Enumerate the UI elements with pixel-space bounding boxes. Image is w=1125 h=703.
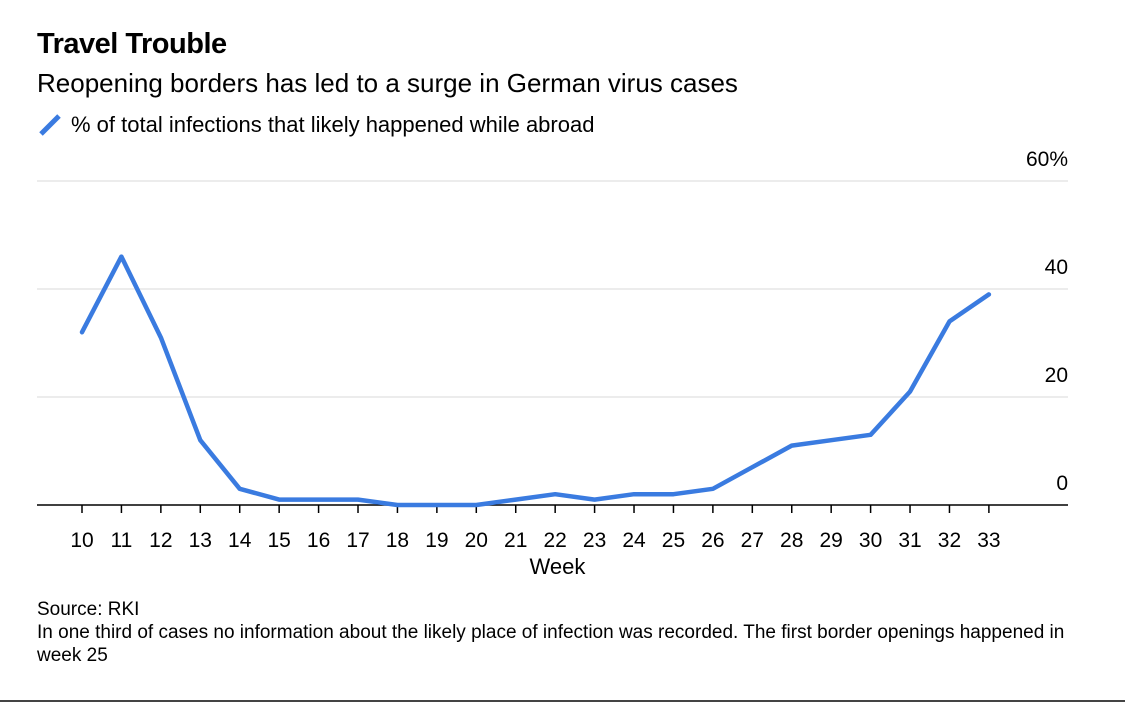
x-tick-label-13: 13: [189, 529, 212, 552]
x-tick-label-24: 24: [622, 529, 646, 552]
x-tick-label-30: 30: [859, 529, 882, 552]
x-tick-label-26: 26: [701, 529, 724, 552]
x-tick-label-14: 14: [228, 529, 252, 552]
x-tick-label-25: 25: [662, 529, 685, 552]
x-tick-label-29: 29: [819, 529, 842, 552]
x-tick-label-22: 22: [543, 529, 566, 552]
x-tick-label-32: 32: [938, 529, 961, 552]
x-tick-label-28: 28: [780, 529, 803, 552]
x-tick-label-16: 16: [307, 529, 330, 552]
y-tick-label-0: 0: [1056, 472, 1068, 495]
x-axis-title: Week: [530, 554, 587, 579]
bottom-rule: [0, 700, 1125, 702]
x-tick-label-12: 12: [149, 529, 172, 552]
x-tick-label-20: 20: [465, 529, 488, 552]
x-tick-label-21: 21: [504, 529, 527, 552]
x-tick-label-17: 17: [346, 529, 369, 552]
x-tick-label-11: 11: [111, 529, 133, 552]
x-tick-label-15: 15: [267, 529, 290, 552]
footnote: In one third of cases no information abo…: [37, 622, 1065, 666]
x-tick-label-31: 31: [898, 529, 921, 552]
x-tick-label-33: 33: [977, 529, 1000, 552]
chart-subtitle: Reopening borders has led to a surge in …: [37, 68, 738, 98]
x-tick-label-23: 23: [583, 529, 606, 552]
x-tick-label-18: 18: [386, 529, 409, 552]
legend-label: % of total infections that likely happen…: [71, 112, 595, 137]
chart-footer: Source: RKI In one third of cases no inf…: [37, 598, 1077, 667]
x-tick-label-27: 27: [741, 529, 764, 552]
y-tick-label-40: 40: [1045, 256, 1068, 279]
source-note: Source: RKI: [37, 599, 140, 620]
x-tick-label-19: 19: [425, 529, 448, 552]
y-tick-label-20: 20: [1045, 364, 1068, 387]
y-tick-label-60: 60%: [1026, 148, 1068, 171]
line-chart: 0 20 40 60% 10 11 12 13 14 15 16 17 18 19 20 21 22 23 24 25…: [37, 148, 1068, 579]
chart-title: Travel Trouble: [37, 28, 227, 60]
x-tick-label-10: 10: [70, 529, 93, 552]
legend-line-icon: [39, 114, 61, 136]
legend: % of total infections that likely happen…: [37, 112, 594, 138]
series-line-0: [79, 254, 992, 508]
